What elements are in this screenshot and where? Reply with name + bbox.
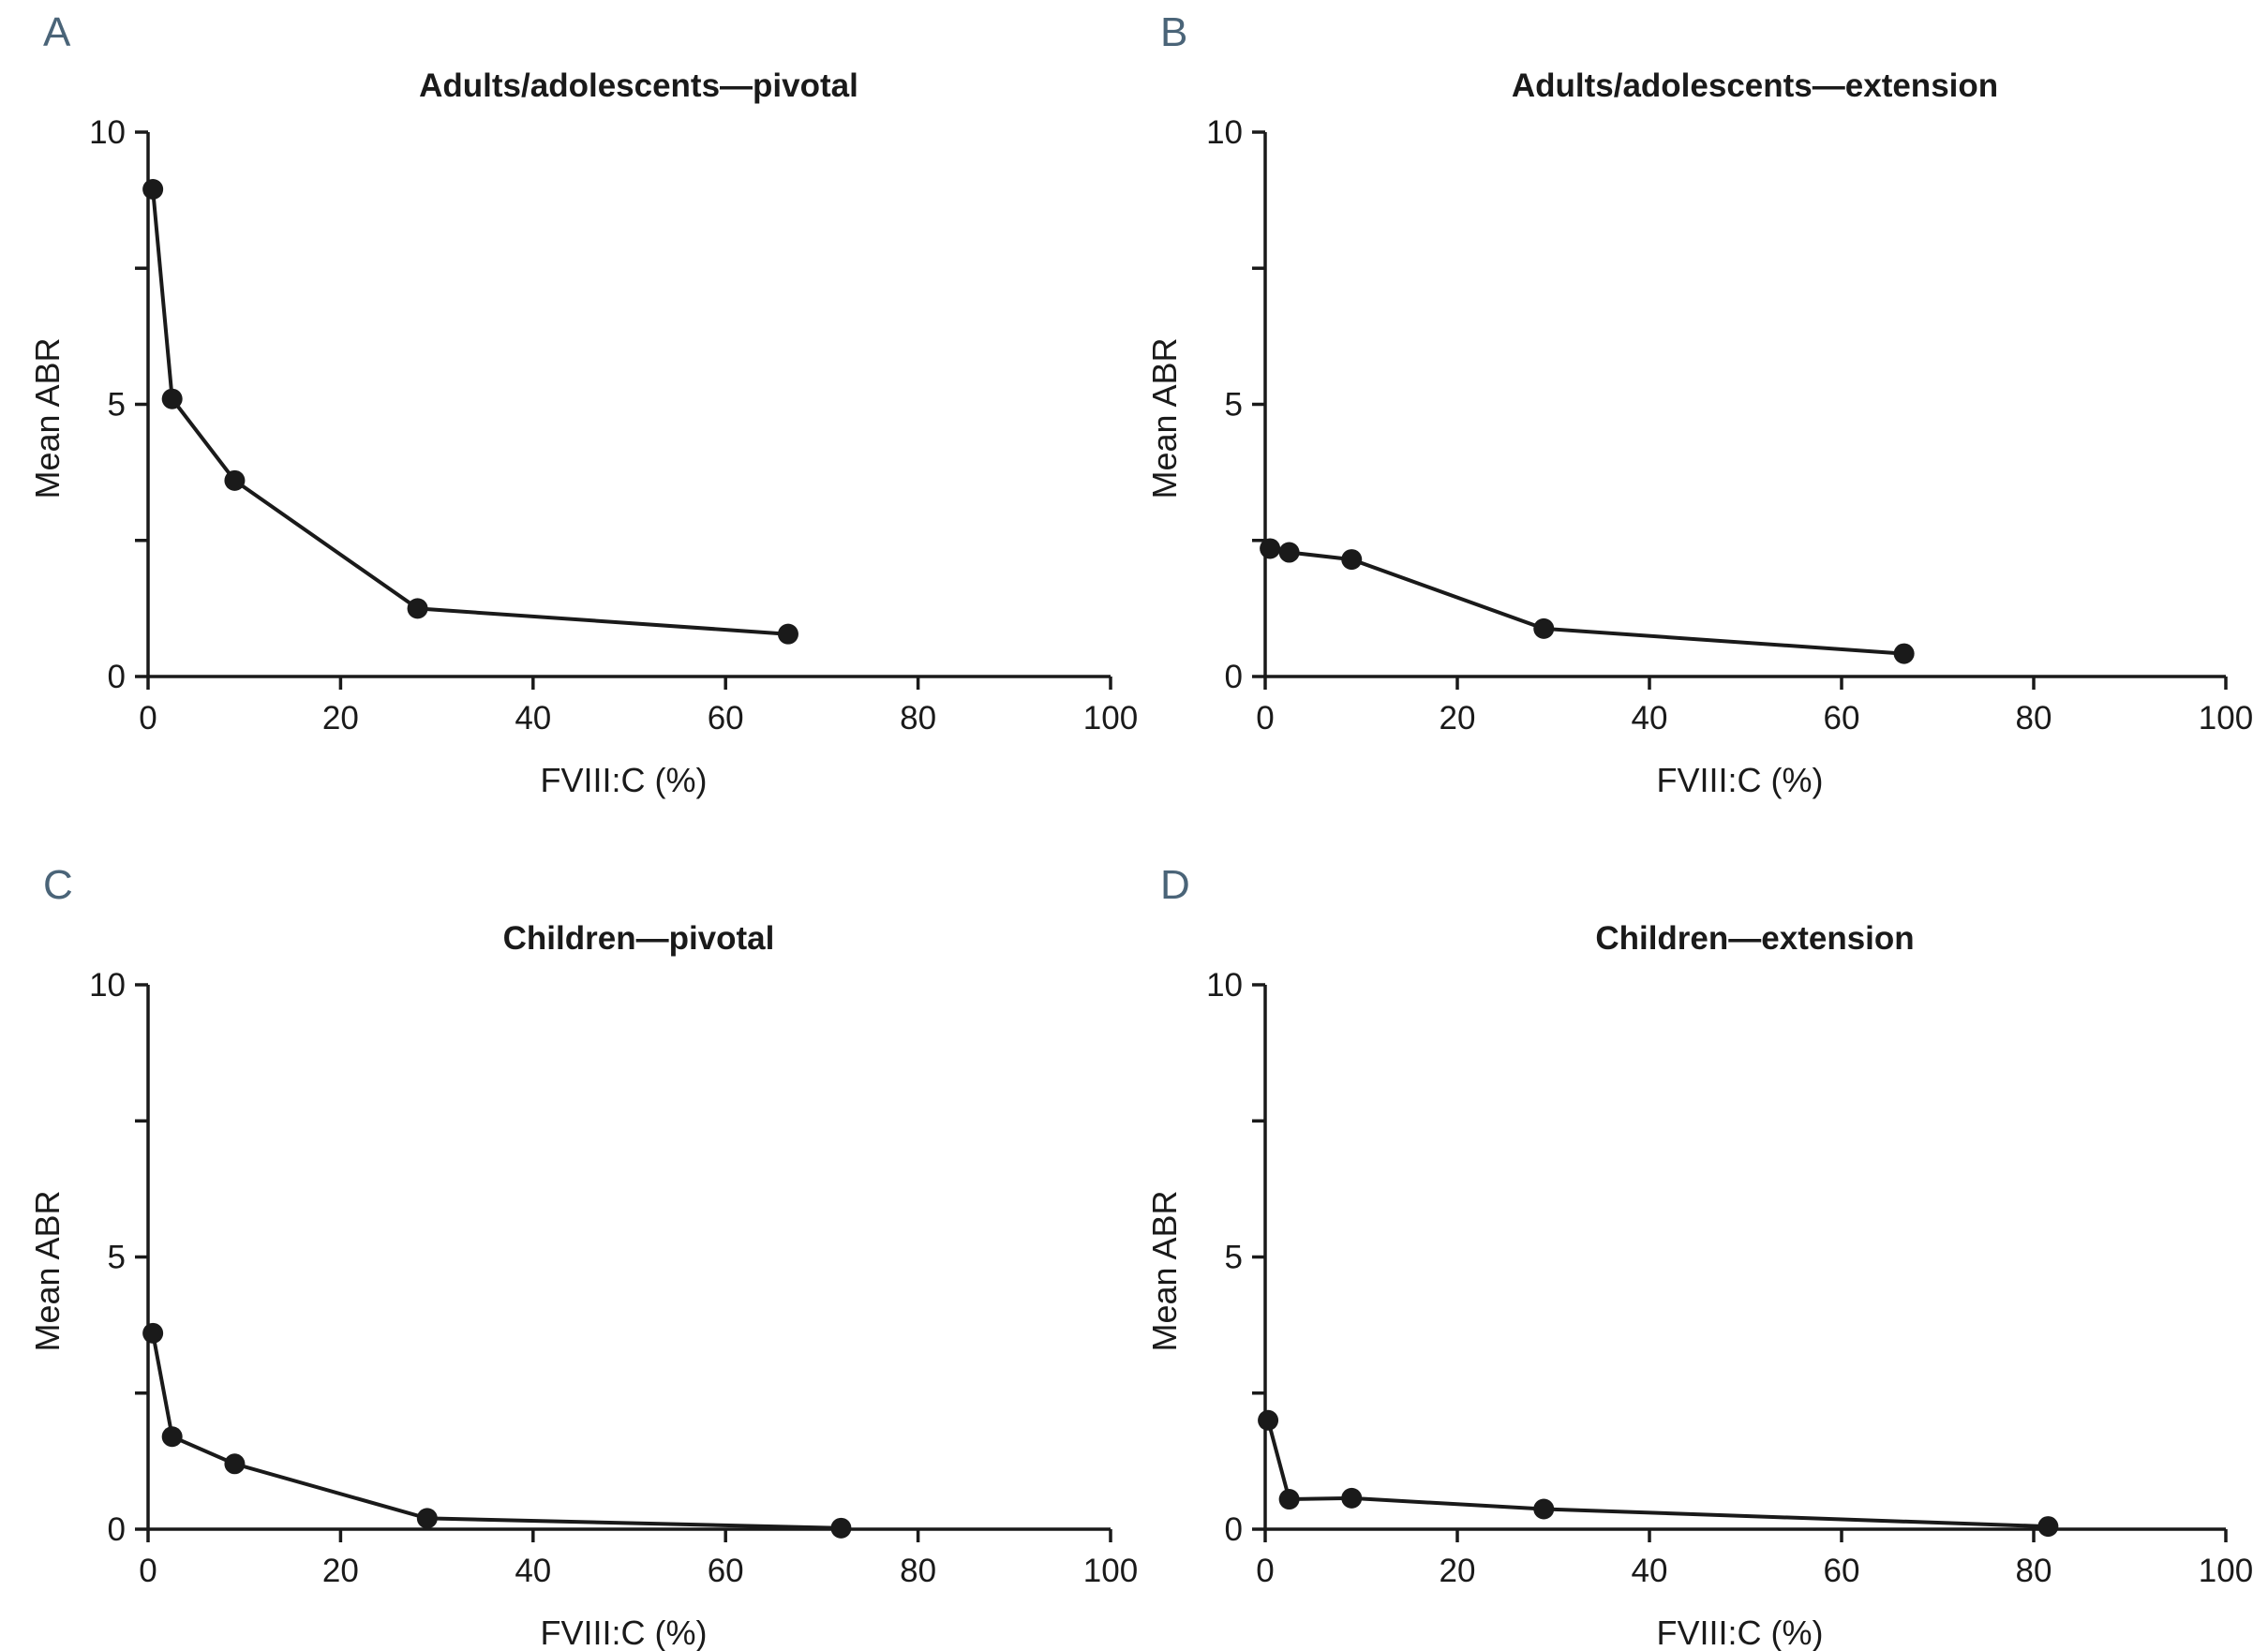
data-point (224, 469, 246, 491)
panel-letter: B (1160, 9, 1187, 55)
data-point (161, 1426, 183, 1448)
y-axis-label: Mean ABR (1145, 337, 1184, 498)
x-tick-label: 20 (1440, 700, 1476, 736)
x-tick-label: 80 (2016, 1553, 2052, 1589)
chart-title: Adults/adolescents—extension (1512, 67, 1998, 104)
y-axis-label: Mean ABR (28, 337, 67, 498)
data-point (142, 1322, 164, 1344)
x-tick-label: 40 (1632, 700, 1668, 736)
x-tick-label: 60 (1824, 1553, 1860, 1589)
chart-title: Adults/adolescents—pivotal (419, 67, 858, 104)
data-point (830, 1517, 852, 1539)
x-tick-label: 20 (1440, 1553, 1476, 1589)
series-line (1269, 546, 1904, 656)
x-tick-label: 100 (2199, 1553, 2253, 1589)
x-tick-label: 40 (515, 700, 551, 736)
x-tick-label: 100 (1083, 700, 1138, 736)
x-tick-label: 80 (900, 700, 936, 736)
x-tick-label: 100 (1083, 1553, 1138, 1589)
y-tick-label: 10 (89, 967, 126, 1004)
y-tick-label: 5 (108, 1240, 126, 1276)
y-tick-label: 5 (108, 387, 126, 424)
x-tick-label: 20 (322, 1553, 359, 1589)
x-tick-label: 60 (1824, 700, 1860, 736)
y-tick-label: 5 (1225, 1240, 1243, 1276)
x-axis-label: FVIII:C (%) (1657, 761, 1824, 799)
data-point (1260, 538, 1281, 559)
y-tick-label: 0 (108, 659, 126, 695)
data-point (224, 1453, 246, 1475)
x-tick-label: 20 (322, 700, 359, 736)
y-tick-label: 10 (89, 114, 126, 151)
x-tick-label: 60 (708, 700, 744, 736)
data-point (1278, 542, 1300, 563)
data-point (1341, 1487, 1363, 1509)
chart-title: Children—extension (1595, 920, 1914, 957)
data-point (142, 179, 164, 201)
series-line (151, 1332, 842, 1530)
y-tick-label: 10 (1206, 967, 1243, 1004)
x-axis-label: FVIII:C (%) (541, 1614, 708, 1651)
y-tick-label: 0 (1225, 1511, 1243, 1548)
data-point (1533, 617, 1555, 639)
x-tick-label: 0 (139, 1553, 157, 1589)
x-tick-label: 60 (708, 1553, 744, 1589)
x-tick-label: 0 (1256, 700, 1274, 736)
x-axis-label: FVIII:C (%) (541, 761, 708, 799)
panel-letter: C (43, 862, 73, 908)
data-point (1893, 643, 1915, 664)
data-point (1278, 1489, 1300, 1510)
data-point (1533, 1498, 1555, 1520)
y-tick-label: 10 (1206, 114, 1243, 151)
y-axis-label: Mean ABR (28, 1190, 67, 1351)
x-tick-label: 0 (139, 700, 157, 736)
x-tick-label: 40 (1632, 1553, 1668, 1589)
data-point (1258, 1409, 1279, 1431)
data-point (407, 598, 428, 619)
panel-letter: A (43, 9, 71, 55)
y-axis-label: Mean ABR (1145, 1190, 1184, 1351)
data-point (2037, 1516, 2059, 1538)
x-tick-label: 0 (1256, 1553, 1274, 1589)
x-tick-label: 80 (2016, 700, 2052, 736)
y-tick-label: 5 (1225, 387, 1243, 424)
y-tick-label: 0 (108, 1511, 126, 1548)
data-point (416, 1508, 438, 1529)
data-point (161, 388, 183, 409)
y-tick-label: 0 (1225, 659, 1243, 695)
series-line (151, 188, 789, 636)
x-tick-label: 80 (900, 1553, 936, 1589)
chart-title: Children—pivotal (503, 920, 775, 957)
series-line (1266, 1420, 2049, 1529)
data-point (1341, 549, 1363, 571)
x-tick-label: 40 (515, 1553, 551, 1589)
panel-letter: D (1160, 862, 1190, 908)
data-point (777, 623, 798, 645)
x-tick-label: 100 (2199, 700, 2253, 736)
x-axis-label: FVIII:C (%) (1657, 1614, 1824, 1651)
